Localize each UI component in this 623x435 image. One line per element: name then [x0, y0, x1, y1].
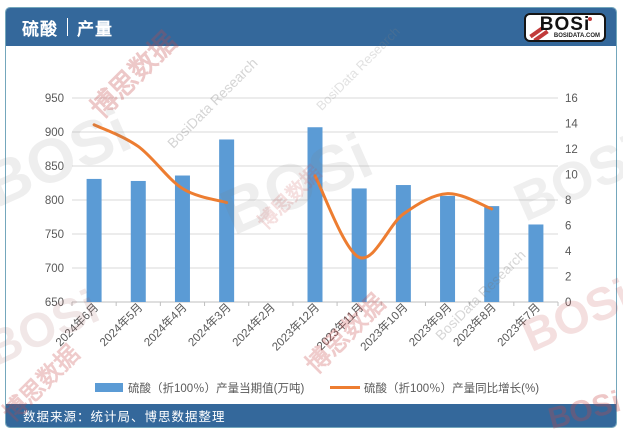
x-axis-label: 2024年4月	[141, 300, 190, 349]
bar-2023年12月	[307, 127, 323, 303]
legend-bar-label: 硫酸（折100％）产量当期值(万吨)	[128, 381, 305, 395]
left-axis-tick-label: 700	[45, 263, 64, 275]
left-axis-tick-label: 800	[45, 195, 64, 207]
left-axis-tick-label: 850	[45, 161, 64, 173]
title-divider	[67, 18, 68, 36]
page-title: 硫酸 产量	[22, 15, 113, 40]
x-axis-label: 2024年2月	[229, 300, 278, 349]
x-axis-label: 2023年10月	[357, 300, 410, 353]
x-axis-label: 2023年8月	[450, 300, 499, 349]
data-source-text: 数据来源：统计局、博思数据整理	[23, 410, 226, 424]
bar-2023年10月	[395, 185, 411, 302]
x-axis-label: 2023年9月	[406, 300, 455, 349]
logo-domain: BOSIDATA.COM	[553, 32, 600, 39]
bar-2024年6月	[86, 178, 102, 302]
title-product: 硫酸	[22, 19, 58, 39]
x-axis-label: 2024年3月	[185, 300, 234, 349]
bar-2023年9月	[440, 195, 456, 302]
left-axis-tick-label: 900	[45, 127, 64, 139]
left-axis-tick-label: 750	[45, 229, 64, 241]
x-axis-label: 2023年7月	[494, 300, 543, 349]
right-axis-tick-label: 8	[565, 195, 571, 207]
right-axis-tick-label: 16	[565, 93, 578, 105]
x-axis-label: 2024年5月	[97, 300, 146, 349]
bar-2023年8月	[484, 206, 500, 302]
x-axis-label: 2023年12月	[269, 300, 322, 353]
left-axis-tick-label: 950	[45, 93, 64, 105]
right-axis-tick-label: 12	[565, 144, 578, 156]
right-axis-tick-label: 4	[565, 246, 572, 258]
footer-bar: 数据来源：统计局、博思数据整理	[6, 404, 616, 427]
legend-bar-swatch	[95, 383, 123, 392]
right-axis-tick-label: 10	[565, 170, 578, 182]
chart-region: 650 700 750 800 850 900 950 0 2 4 6 8 10 12 14 16 2024年6…	[6, 46, 616, 406]
right-axis-tick-label: 6	[565, 221, 571, 233]
bar-2023年11月	[351, 188, 367, 302]
legend-line-label: 硫酸（折100％）产量同比增长(%)	[364, 381, 539, 395]
title-metric: 产量	[77, 19, 113, 39]
bar-2024年3月	[219, 139, 235, 302]
header-bar: 硫酸 产量 BOSi BOSIDATA.COM	[6, 8, 616, 46]
content-frame: 硫酸 产量 BOSi BOSIDATA.COM 650 700 750 800 850 9…	[5, 7, 617, 428]
bosi-logo: BOSi BOSIDATA.COM	[524, 12, 606, 42]
logo-wordmark: BOSi	[526, 15, 604, 36]
bar-line-chart: 65070075080085090095002468101214162024年6…	[45, 93, 579, 395]
bar-2023年7月	[528, 224, 544, 302]
right-axis-tick-label: 0	[565, 297, 571, 309]
growth-line	[92, 123, 229, 205]
growth-line	[313, 174, 494, 260]
bar-2024年5月	[130, 180, 146, 302]
right-axis-tick-label: 2	[565, 272, 571, 284]
right-axis-tick-label: 14	[565, 119, 578, 131]
bar-2024年4月	[174, 175, 190, 302]
left-axis-tick-label: 650	[45, 297, 64, 309]
